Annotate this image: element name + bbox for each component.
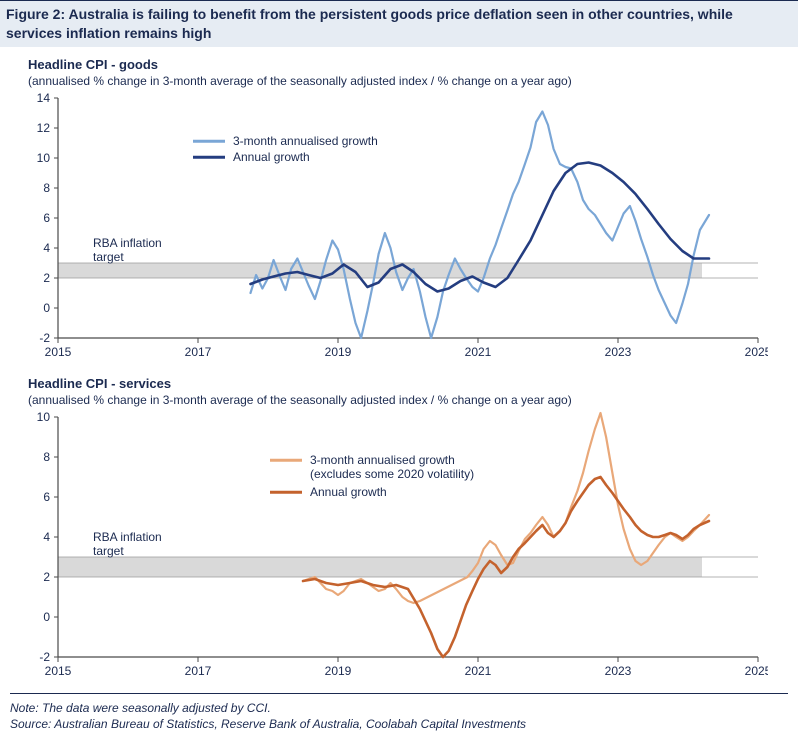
x-tick-label: 2019	[325, 345, 352, 359]
legend-label: Annual growth	[310, 485, 387, 499]
y-tick-label: 4	[43, 241, 50, 255]
y-tick-label: 14	[37, 92, 51, 105]
x-tick-label: 2015	[45, 345, 72, 359]
chart-goods-block: Headline CPI - goods (annualised % chang…	[0, 47, 798, 366]
y-tick-label: 4	[43, 530, 50, 544]
y-tick-label: 6	[43, 490, 50, 504]
y-tick-label: 8	[43, 450, 50, 464]
rba-label: RBA inflationtarget	[93, 236, 162, 264]
x-tick-label: 2015	[45, 664, 72, 678]
y-tick-label: 0	[43, 301, 50, 315]
rba-band	[58, 263, 702, 278]
x-tick-label: 2023	[605, 664, 632, 678]
figure-title-line2: services inflation remains high	[6, 25, 211, 41]
figure-footer: Note: The data were seasonally adjusted …	[10, 693, 788, 742]
y-tick-label: -2	[39, 331, 50, 345]
x-tick-label: 2017	[185, 664, 212, 678]
y-tick-label: 8	[43, 181, 50, 195]
legend-sublabel: (excludes some 2020 volatility)	[310, 467, 474, 481]
chart-services-subtitle: (annualised % change in 3-month average …	[28, 393, 788, 407]
chart-goods-title: Headline CPI - goods	[28, 57, 788, 72]
y-tick-label: 2	[43, 271, 50, 285]
legend-label: Annual growth	[233, 150, 310, 164]
chart-goods-subtitle: (annualised % change in 3-month average …	[28, 74, 788, 88]
x-tick-label: 2021	[465, 345, 492, 359]
figure-title-line1: Figure 2: Australia is failing to benefi…	[6, 6, 733, 22]
x-tick-label: 2021	[465, 664, 492, 678]
rba-label: RBA inflationtarget	[93, 530, 162, 558]
x-tick-label: 2023	[605, 345, 632, 359]
legend-label: 3-month annualised growth	[310, 453, 455, 467]
x-tick-label: 2017	[185, 345, 212, 359]
y-tick-label: -2	[39, 650, 50, 664]
chart-services-svg: RBA inflationtarget -2 0 2 4 6 8 10 2015 2017 2019…	[28, 411, 768, 685]
chart-services-title: Headline CPI - services	[28, 376, 788, 391]
figure-note: Note: The data were seasonally adjusted …	[10, 700, 788, 716]
chart-services-block: Headline CPI - services (annualised % ch…	[0, 366, 798, 685]
rba-band	[58, 557, 702, 577]
x-tick-label: 2019	[325, 664, 352, 678]
y-tick-label: 12	[37, 121, 51, 135]
y-tick-label: 2	[43, 570, 50, 584]
x-tick-label: 2025	[745, 664, 768, 678]
x-tick-label: 2025	[745, 345, 768, 359]
figure-title-bar: Figure 2: Australia is failing to benefi…	[0, 0, 798, 47]
y-tick-label: 0	[43, 610, 50, 624]
y-tick-label: 10	[37, 151, 51, 165]
y-tick-label: 10	[37, 411, 51, 424]
legend-label: 3-month annualised growth	[233, 134, 378, 148]
figure-2: Figure 2: Australia is failing to benefi…	[0, 0, 798, 742]
chart-goods-svg: RBA inflationtarget -2 0 2 4 6 8 10 12 14 2015 2017…	[28, 92, 768, 366]
figure-source: Source: Australian Bureau of Statistics,…	[10, 716, 788, 732]
y-tick-label: 6	[43, 211, 50, 225]
